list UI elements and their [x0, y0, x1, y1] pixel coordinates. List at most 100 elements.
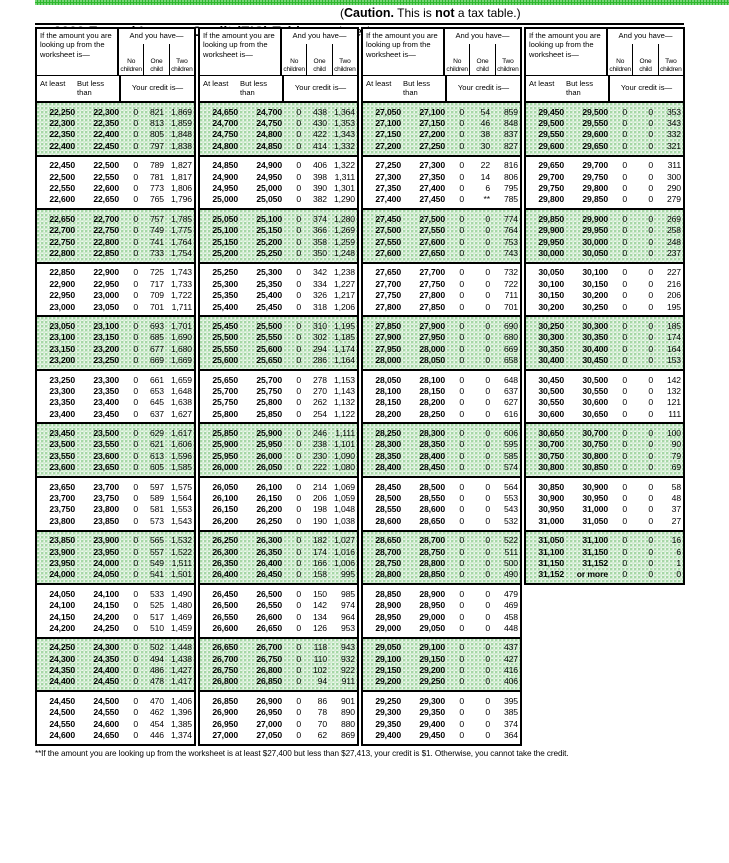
credit-two-children: 1,859: [170, 118, 192, 129]
credit-two-children: 1,332: [333, 140, 355, 151]
at-least-value: 22,400: [49, 140, 75, 151]
row-block: 23,650 23,700 0 597 1,575 23,700 23,750 0 589 1,5…: [37, 475, 194, 530]
credit-two-children: 1,553: [170, 504, 192, 515]
at-least-value: 22,950: [49, 290, 75, 301]
credit-two-children: 595: [503, 439, 518, 450]
credit-no-children: 0: [133, 504, 138, 515]
credit-one-child: 0: [485, 247, 490, 258]
credit-no-children: 0: [459, 355, 464, 366]
credit-no-children: 0: [622, 225, 627, 236]
credit-one-child: 0: [648, 213, 653, 224]
but-less-than-value: 25,800: [256, 397, 282, 408]
at-least-value: 31,000: [538, 515, 564, 526]
but-less-than-value: 29,350: [419, 707, 445, 718]
credit-no-children: 0: [296, 653, 301, 664]
credit-two-children: 1,301: [333, 183, 355, 194]
credit-one-child: 0: [648, 355, 653, 366]
credit-one-child: 0: [485, 450, 490, 461]
one-child-label: One child: [632, 44, 657, 75]
credit-two-children: 1,374: [170, 730, 192, 741]
footnote: **If the amount you are looking up from …: [35, 749, 569, 758]
table-row: 28,750 28,800 0 0 500: [363, 557, 520, 568]
but-less-than-value: 31,000: [582, 504, 608, 515]
table-row: 27,650 27,700 0 0 732: [363, 267, 520, 278]
but-less-than-value: 28,600: [419, 504, 445, 515]
credit-two-children: 1,775: [170, 225, 192, 236]
at-least-value: 22,500: [49, 171, 75, 182]
credit-two-children: 0: [676, 569, 681, 580]
credit-one-child: 645: [149, 397, 164, 408]
credit-no-children: 0: [296, 730, 301, 741]
but-less-than-value: 22,550: [93, 171, 119, 182]
credit-one-child: 709: [149, 290, 164, 301]
credit-no-children: 0: [133, 546, 138, 557]
table-row: 29,650 29,700 0 0 311: [526, 160, 683, 171]
but-less-than-value: 27,300: [419, 160, 445, 171]
shaded-row-block: 29,850 29,900 0 0 269 29,900 29,950 0 0 258 29,950…: [526, 208, 683, 262]
credit-two-children: 206: [666, 290, 681, 301]
but-less-than-value: 30,300: [582, 320, 608, 331]
at-least-label: At least: [40, 79, 66, 88]
credit-two-children: 79: [671, 450, 681, 461]
at-least-value: 22,700: [49, 225, 75, 236]
at-least-value: 29,100: [375, 653, 401, 664]
at-least-value: 26,150: [212, 504, 238, 515]
header-row-2: At least But less than Your credit is—: [37, 76, 194, 101]
header-row-1: If the amount you are looking up from th…: [37, 29, 194, 76]
credit-two-children: 701: [503, 301, 518, 312]
at-least-value: 23,050: [49, 320, 75, 331]
at-least-value: 25,200: [212, 247, 238, 258]
credit-no-children: 0: [296, 462, 301, 473]
at-least-value: 30,450: [538, 374, 564, 385]
at-least-value: 26,550: [212, 611, 238, 622]
credit-two-children: 837: [503, 129, 518, 140]
but-less-than-value: 22,950: [93, 278, 119, 289]
at-least-value: 26,400: [212, 569, 238, 580]
table-row: 28,150 28,200 0 0 627: [363, 397, 520, 408]
at-least-value: 27,550: [375, 236, 401, 247]
children-header: And you have— No children One child Two chi…: [119, 29, 194, 75]
credit-no-children: 0: [622, 343, 627, 354]
but-less-than-value: 30,250: [582, 301, 608, 312]
credit-no-children: 0: [133, 374, 138, 385]
at-least-label: At least: [203, 79, 229, 88]
credit-two-children: 406: [503, 676, 518, 687]
header-row-2: At least But less than Your credit is—: [200, 76, 357, 101]
credit-one-child: 0: [648, 267, 653, 278]
table-row: 25,500 25,550 0 302 1,185: [200, 332, 357, 343]
row-block: 28,450 28,500 0 0 564 28,500 28,550 0 0 553 28,550…: [363, 475, 520, 530]
table-row: 28,400 28,450 0 0 574: [363, 462, 520, 473]
but-less-than-value: 25,150: [256, 225, 282, 236]
but-less-than-value: 27,600: [419, 236, 445, 247]
at-least-value: 24,450: [49, 695, 75, 706]
table-row: 26,300 26,350 0 174 1,016: [200, 546, 357, 557]
credit-one-child: 142: [312, 600, 327, 611]
credit-no-children: 0: [459, 171, 464, 182]
but-less-than-value: 27,350: [419, 171, 445, 182]
credit-no-children: 0: [622, 194, 627, 205]
credit-no-children: 0: [296, 665, 301, 676]
credit-two-children: 1,290: [333, 194, 355, 205]
but-less-than-value: 28,800: [419, 557, 445, 568]
at-least-value: 28,700: [375, 546, 401, 557]
but-less-than-value: 29,700: [582, 160, 608, 171]
but-less-than-value: 27,250: [419, 140, 445, 151]
but-less-than-value: 29,250: [419, 676, 445, 687]
credit-two-children: 880: [340, 718, 355, 729]
table-row: 28,900 28,950 0 0 469: [363, 599, 520, 610]
table-row: 29,100 29,150 0 0 427: [363, 653, 520, 664]
table-row: 22,800 22,850 0 733 1,754: [37, 247, 194, 258]
credit-one-child: 541: [149, 569, 164, 580]
credit-no-children: 0: [459, 642, 464, 653]
credit-no-children: 0: [133, 183, 138, 194]
but-less-than-value: 30,150: [582, 278, 608, 289]
at-least-value: 26,600: [212, 622, 238, 633]
at-least-value: 24,250: [49, 642, 75, 653]
credit-no-children: 0: [296, 301, 301, 312]
credit-one-child: 262: [312, 397, 327, 408]
shaded-row-block: 27,050 27,100 0 54 859 27,100 27,150 0 46 848 27,1…: [363, 103, 520, 155]
credit-two-children: 669: [503, 343, 518, 354]
credit-no-children: 0: [296, 676, 301, 687]
